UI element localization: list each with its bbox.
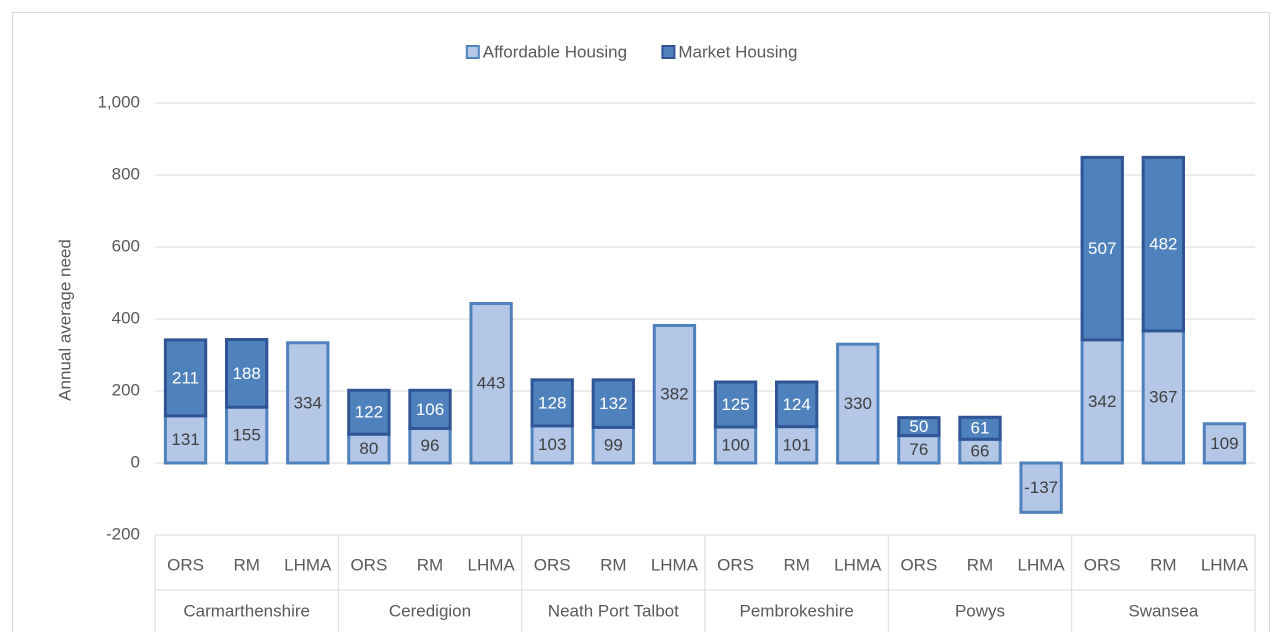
data-label: 124 xyxy=(782,395,810,414)
x-tick-label: LHMA xyxy=(284,555,332,574)
x-tick-label: ORS xyxy=(167,555,204,574)
x-tick-label: ORS xyxy=(1084,555,1121,574)
x-tick-label: RM xyxy=(783,555,809,574)
data-label: 50 xyxy=(909,417,928,436)
bar-segment xyxy=(836,342,880,465)
data-label: 109 xyxy=(1210,434,1238,453)
data-label: 188 xyxy=(232,364,260,383)
data-label: 96 xyxy=(421,436,440,455)
bar-segment xyxy=(347,432,391,465)
bar-segment xyxy=(1202,422,1247,465)
group-label: Ceredigion xyxy=(389,601,471,620)
x-tick-label: LHMA xyxy=(467,555,515,574)
x-tick-label: LHMA xyxy=(651,555,699,574)
bar-segment xyxy=(408,426,452,465)
y-tick-label: 600 xyxy=(112,236,140,255)
data-label: 155 xyxy=(232,426,260,445)
group-label: Carmarthenshire xyxy=(183,601,310,620)
bar-segment xyxy=(775,380,819,429)
x-tick-label: RM xyxy=(233,555,259,574)
data-label: -137 xyxy=(1024,478,1058,497)
y-tick-label: -200 xyxy=(106,524,140,543)
data-label: 128 xyxy=(538,393,566,412)
data-label: 122 xyxy=(355,403,383,422)
bar-segment xyxy=(530,378,574,428)
y-tick-label: 1,000 xyxy=(97,92,140,111)
bar-segment xyxy=(1141,155,1185,333)
bar-segment xyxy=(1080,155,1124,342)
x-tick-label: RM xyxy=(967,555,993,574)
bar-segment xyxy=(469,302,513,465)
data-label: 125 xyxy=(721,395,749,414)
x-tick-label: RM xyxy=(1150,555,1176,574)
bar-segment xyxy=(591,378,636,429)
data-label: 103 xyxy=(538,435,566,454)
group-label: Pembrokeshire xyxy=(740,601,854,620)
bar-segment xyxy=(652,323,697,465)
bar-segment xyxy=(163,338,208,418)
bar-segment xyxy=(897,416,941,438)
data-label: 76 xyxy=(909,440,928,459)
x-tick-label: ORS xyxy=(900,555,937,574)
y-tick-label: 800 xyxy=(112,164,140,183)
data-label: 66 xyxy=(971,442,990,461)
data-label: 211 xyxy=(172,368,199,387)
bar-segment xyxy=(591,425,636,465)
chart-frame xyxy=(12,12,1270,632)
data-label: 482 xyxy=(1149,235,1177,254)
bar-segment xyxy=(897,434,941,465)
bar-segment xyxy=(958,415,1002,441)
data-label: 61 xyxy=(971,419,990,438)
x-tick-label: LHMA xyxy=(1017,555,1065,574)
y-tick-label: 400 xyxy=(112,308,140,327)
x-tick-label: RM xyxy=(600,555,626,574)
bar-segment xyxy=(225,338,269,409)
data-label: 132 xyxy=(599,394,627,413)
data-label: 80 xyxy=(359,439,378,458)
data-label: 367 xyxy=(1149,387,1177,406)
bar-segment xyxy=(408,388,452,430)
group-label: Swansea xyxy=(1128,601,1198,620)
bar-segment xyxy=(713,425,758,465)
data-label: 507 xyxy=(1088,239,1116,258)
group-label: Powys xyxy=(955,601,1005,620)
x-tick-label: LHMA xyxy=(1201,555,1249,574)
data-label: 443 xyxy=(477,374,505,393)
bar-segment xyxy=(530,424,574,465)
data-label: 99 xyxy=(604,436,623,455)
x-tick-label: ORS xyxy=(534,555,571,574)
bar-segment xyxy=(347,388,391,436)
data-label: 106 xyxy=(416,400,444,419)
data-label: 330 xyxy=(844,394,872,413)
data-label: 334 xyxy=(294,393,322,412)
legend-swatch xyxy=(661,45,676,59)
y-tick-label: 0 xyxy=(131,452,140,471)
data-label: 342 xyxy=(1088,392,1116,411)
y-tick-label: 200 xyxy=(112,380,140,399)
legend-label: Market Housing xyxy=(678,42,797,61)
bar-segment xyxy=(1080,338,1124,465)
data-label: 101 xyxy=(782,435,810,454)
data-label: 131 xyxy=(171,430,199,449)
data-label: 100 xyxy=(721,435,749,454)
x-tick-label: ORS xyxy=(717,555,754,574)
bar-segment xyxy=(713,380,758,429)
bar-segment xyxy=(1019,461,1063,514)
data-label: 382 xyxy=(660,385,688,404)
legend-label: Affordable Housing xyxy=(483,42,627,61)
legend-swatch xyxy=(465,45,480,59)
y-axis-label: Annual average need xyxy=(55,239,74,401)
x-tick-label: LHMA xyxy=(834,555,882,574)
bar-segment xyxy=(286,341,330,465)
x-tick-label: RM xyxy=(417,555,443,574)
group-label: Neath Port Talbot xyxy=(548,601,679,620)
x-tick-label: ORS xyxy=(350,555,387,574)
bar-segment xyxy=(225,405,269,465)
